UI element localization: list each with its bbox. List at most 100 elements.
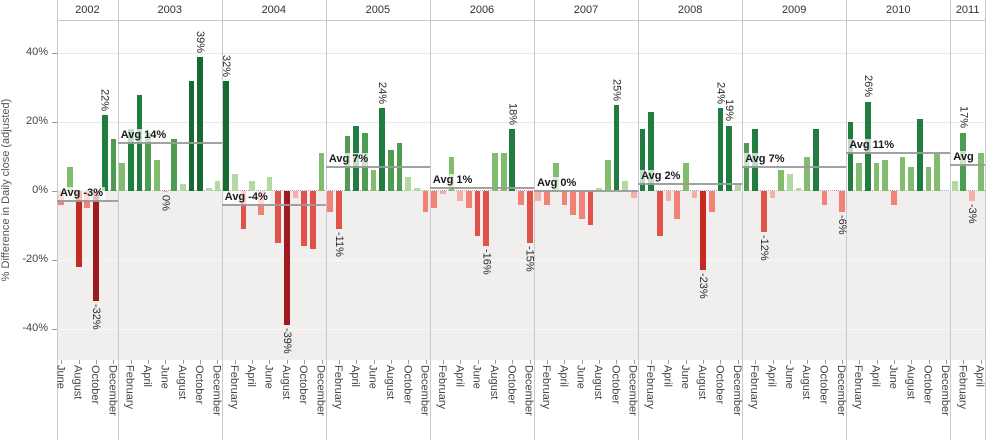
bar[interactable]: [917, 118, 923, 191]
bar[interactable]: [327, 191, 334, 212]
bar[interactable]: [119, 163, 125, 191]
x-tick-mark: [148, 360, 150, 364]
bar[interactable]: [665, 191, 672, 202]
bar[interactable]: [414, 187, 420, 191]
bar[interactable]: [891, 191, 897, 205]
month-label: April: [349, 365, 362, 388]
bar[interactable]: [457, 191, 464, 202]
bar[interactable]: [249, 180, 255, 191]
bar[interactable]: [93, 191, 99, 302]
bar[interactable]: [275, 191, 281, 243]
bar[interactable]: [162, 191, 169, 193]
bar[interactable]: [925, 166, 932, 191]
bar[interactable]: [127, 129, 134, 191]
bar[interactable]: [197, 56, 203, 191]
bar[interactable]: [587, 191, 594, 226]
bar[interactable]: [240, 191, 247, 229]
bar[interactable]: [179, 184, 186, 191]
bar[interactable]: [622, 180, 628, 191]
month-label: October: [297, 365, 310, 405]
bar[interactable]: [648, 111, 654, 191]
bar[interactable]: [223, 80, 229, 191]
bar[interactable]: [518, 191, 524, 205]
bar[interactable]: [570, 191, 576, 216]
bar[interactable]: [839, 191, 845, 212]
bar[interactable]: [301, 191, 308, 247]
month-label: October: [609, 365, 622, 405]
bar[interactable]: [639, 129, 646, 191]
bar[interactable]: [544, 191, 550, 205]
bar[interactable]: [786, 173, 793, 191]
bar[interactable]: [405, 177, 412, 191]
bar[interactable]: [188, 80, 195, 191]
bar[interactable]: [231, 173, 238, 191]
bar[interactable]: [778, 170, 785, 191]
bar[interactable]: [153, 160, 160, 191]
bar[interactable]: [171, 139, 177, 191]
bar[interactable]: [604, 160, 611, 191]
bar[interactable]: [899, 156, 906, 191]
bar[interactable]: [813, 129, 819, 191]
bar[interactable]: [769, 191, 776, 198]
bar[interactable]: [821, 191, 828, 205]
bar[interactable]: [509, 129, 516, 191]
bar[interactable]: [682, 163, 689, 191]
bar[interactable]: [336, 191, 342, 229]
bar[interactable]: [370, 170, 377, 191]
bar[interactable]: [977, 153, 984, 191]
bar[interactable]: [630, 191, 637, 198]
bar[interactable]: [101, 115, 108, 191]
bar[interactable]: [700, 191, 706, 271]
bar[interactable]: [110, 139, 117, 191]
pane-divider: [325, 0, 327, 440]
month-label: June: [366, 365, 379, 389]
bar[interactable]: [205, 187, 212, 191]
bar[interactable]: [691, 191, 698, 198]
bar[interactable]: [388, 149, 394, 191]
bar[interactable]: [561, 191, 568, 205]
bar[interactable]: [856, 163, 863, 191]
avg-line: [429, 186, 534, 189]
bar[interactable]: [214, 180, 221, 191]
bar[interactable]: [596, 187, 602, 191]
bar[interactable]: [292, 191, 299, 198]
bar[interactable]: [318, 153, 325, 191]
bar[interactable]: [656, 191, 663, 236]
bar[interactable]: [431, 191, 438, 209]
bar[interactable]: [500, 153, 507, 191]
bar[interactable]: [934, 153, 941, 191]
bar[interactable]: [613, 105, 620, 191]
bar[interactable]: [492, 153, 498, 191]
bar[interactable]: [760, 191, 767, 233]
bar[interactable]: [483, 191, 490, 247]
bar[interactable]: [75, 191, 82, 267]
bar[interactable]: [379, 108, 386, 191]
bar[interactable]: [795, 187, 802, 191]
bar[interactable]: [804, 156, 811, 191]
bar[interactable]: [526, 191, 533, 243]
bar[interactable]: [708, 191, 715, 212]
bar[interactable]: [734, 184, 741, 191]
bar[interactable]: [717, 108, 724, 191]
bar-value-label: 19%: [723, 99, 736, 122]
bar[interactable]: [145, 132, 151, 191]
bar[interactable]: [309, 191, 316, 250]
bar[interactable]: [908, 166, 915, 191]
bar[interactable]: [847, 122, 854, 191]
bar[interactable]: [440, 191, 446, 195]
bar[interactable]: [466, 191, 472, 209]
bar[interactable]: [67, 166, 73, 191]
bar[interactable]: [951, 180, 958, 191]
bar[interactable]: [535, 191, 542, 202]
bar[interactable]: [283, 191, 290, 326]
bar[interactable]: [882, 160, 889, 191]
bar[interactable]: [422, 191, 429, 212]
bar[interactable]: [726, 125, 732, 191]
bar[interactable]: [674, 191, 680, 219]
bar[interactable]: [266, 177, 273, 191]
bar[interactable]: [873, 163, 880, 191]
bar[interactable]: [969, 191, 975, 202]
bar[interactable]: [578, 191, 585, 219]
bar-value-label: -23%: [697, 273, 710, 299]
bar[interactable]: [474, 191, 481, 236]
